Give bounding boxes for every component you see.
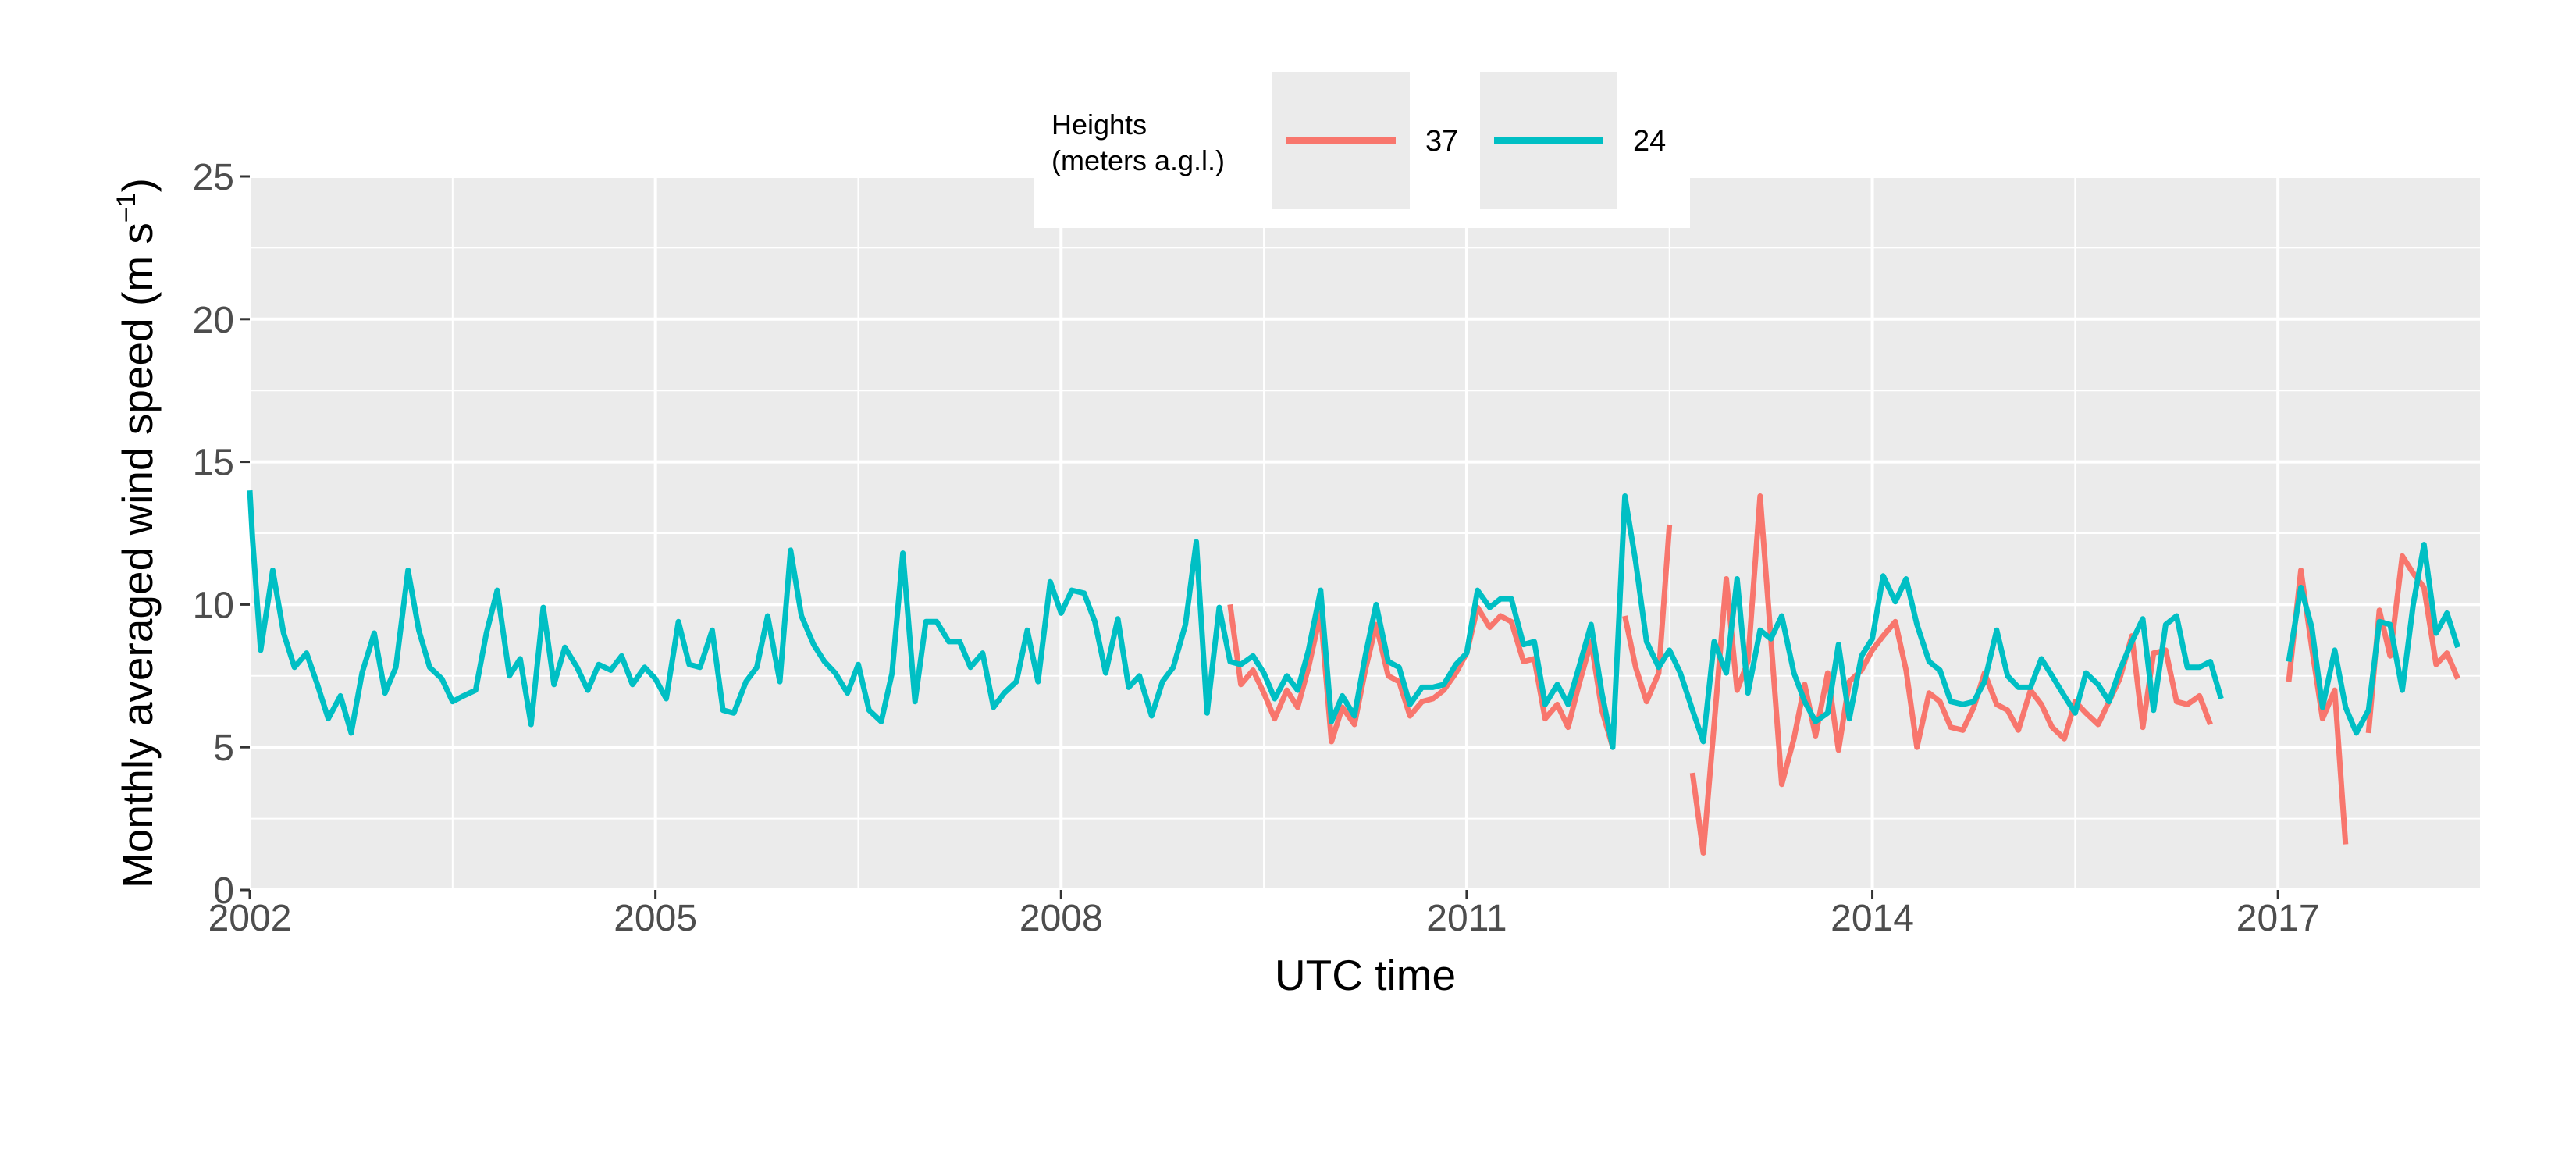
x-tick-label: 2002 (208, 898, 292, 939)
series-line-37 (2365, 553, 2460, 734)
minor-gridlines (250, 176, 2482, 890)
series-layer (247, 490, 2460, 856)
y-axis-title-superscript: −1 (112, 192, 141, 222)
series-line-24 (247, 490, 2224, 750)
series-line-24 (2286, 542, 2460, 736)
y-axis-title-close: ) (113, 178, 162, 192)
y-tick-label: 15 (193, 443, 234, 484)
legend-title-line2: (meters a.g.l.) (1051, 144, 1225, 176)
major-gridlines (248, 175, 2481, 892)
series-line-37 (1227, 603, 1616, 749)
y-tick-label: 5 (213, 728, 234, 769)
y-tick-label: 0 (213, 870, 234, 912)
legend: Heights (meters a.g.l.) 37 24 (1034, 69, 1690, 228)
y-tick-label: 10 (193, 585, 234, 626)
y-tick-labels: 0 5 10 15 20 25 (193, 157, 234, 912)
x-tick-label: 2014 (1831, 898, 1914, 939)
x-tick-label: 2005 (614, 898, 697, 939)
x-tick-label: 2008 (1019, 898, 1103, 939)
legend-label-24: 24 (1633, 125, 1666, 158)
x-tick-label: 2017 (2236, 898, 2320, 939)
y-axis-title: Monthly averaged wind speed (m s−1) (112, 178, 162, 888)
legend-label-37: 37 (1425, 125, 1458, 158)
axis-ticks (240, 175, 2279, 899)
y-axis-title-main: Monthly averaged wind speed (m s (113, 222, 162, 888)
series-line-37 (1622, 524, 1673, 705)
y-tick-label: 20 (193, 300, 234, 341)
x-axis-title: UTC time (1275, 951, 1456, 999)
x-tick-labels: 2002 2005 2008 2011 2014 2017 (208, 898, 2320, 939)
x-tick-label: 2011 (1426, 898, 1507, 939)
y-tick-label: 25 (193, 157, 234, 198)
legend-title-line1: Heights (1051, 109, 1147, 141)
